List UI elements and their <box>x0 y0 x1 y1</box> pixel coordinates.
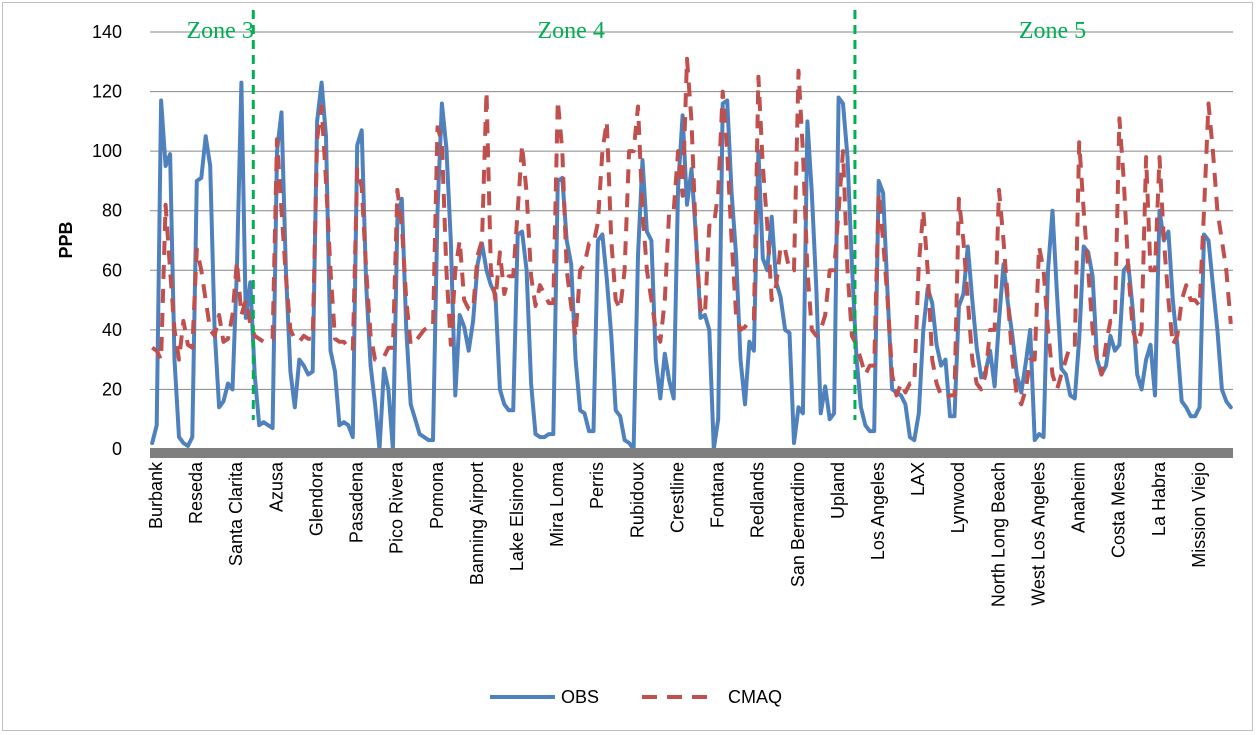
x-tick-label: Perris <box>587 462 607 509</box>
x-tick-label: Los Angeles <box>868 462 888 560</box>
x-tick-label: Redlands <box>748 462 768 538</box>
x-tick-label: Glendora <box>306 461 326 536</box>
x-tick-label: Mira Loma <box>547 461 567 547</box>
x-tick-label: Banning Airport <box>467 462 487 585</box>
legend-label-obs: OBS <box>561 687 599 707</box>
x-tick-label: La Habra <box>1149 461 1169 536</box>
x-tick-label: Burbank <box>146 461 166 529</box>
x-axis-line <box>150 448 1233 458</box>
x-tick-label: Fontana <box>708 461 728 528</box>
zone-dividers: Zone 3 Zone 4 Zone 5 <box>187 10 1086 420</box>
x-tick-label: Santa Clarita <box>226 461 246 566</box>
cmaq-series <box>151 56 1233 407</box>
obs-series <box>150 80 1233 451</box>
x-tick-label: Pico Rivera <box>387 461 407 554</box>
cmaq-line <box>151 56 1233 407</box>
x-tick-label: Crestline <box>667 462 687 533</box>
x-tick-label: Reseda <box>186 461 206 524</box>
zone-label: Zone 4 <box>538 18 605 44</box>
obs-line <box>150 80 1233 451</box>
y-tick-label: 140 <box>92 22 122 42</box>
x-tick-label: Pasadena <box>347 461 367 543</box>
y-tick-label: 120 <box>92 82 122 102</box>
zone-label: Zone 3 <box>187 18 254 44</box>
y-tick-label: 0 <box>112 439 122 459</box>
x-tick-label: Lake Elsinore <box>507 462 527 571</box>
y-tick-label: 20 <box>102 379 122 399</box>
zone-label: Zone 5 <box>1019 18 1086 44</box>
x-tick-label: Lynwood <box>948 462 968 533</box>
x-tick-label: Azusa <box>266 461 286 512</box>
y-tick-label: 60 <box>102 260 122 280</box>
x-tick-labels: Burbank Reseda Santa Clarita Azusa Glendora P… <box>146 461 1209 607</box>
x-tick-label: Anaheim <box>1069 462 1089 533</box>
x-tick-label: Costa Mesa <box>1109 461 1129 558</box>
y-tick-label: 40 <box>102 320 122 340</box>
y-tick-label: 100 <box>92 141 122 161</box>
y-tick-label: 80 <box>102 201 122 221</box>
legend-label-cmaq: CMAQ <box>728 687 782 707</box>
x-tick-label: West Los Angeles <box>1028 462 1048 606</box>
x-tick-label: San Bernardino <box>788 462 808 587</box>
y-axis-label: PPB <box>56 221 76 258</box>
x-tick-label: Pomona <box>427 461 447 529</box>
x-tick-label: LAX <box>908 462 928 496</box>
y-tick-labels: 0 20 40 60 80 100 120 140 <box>92 22 122 459</box>
x-tick-label: North Long Beach <box>988 462 1008 607</box>
x-tick-label: Upland <box>828 462 848 519</box>
x-axis <box>150 448 1233 458</box>
x-tick-label: Mission Viejo <box>1189 462 1209 568</box>
legend: OBS CMAQ <box>490 687 782 707</box>
x-tick-label: Rubidoux <box>627 462 647 538</box>
